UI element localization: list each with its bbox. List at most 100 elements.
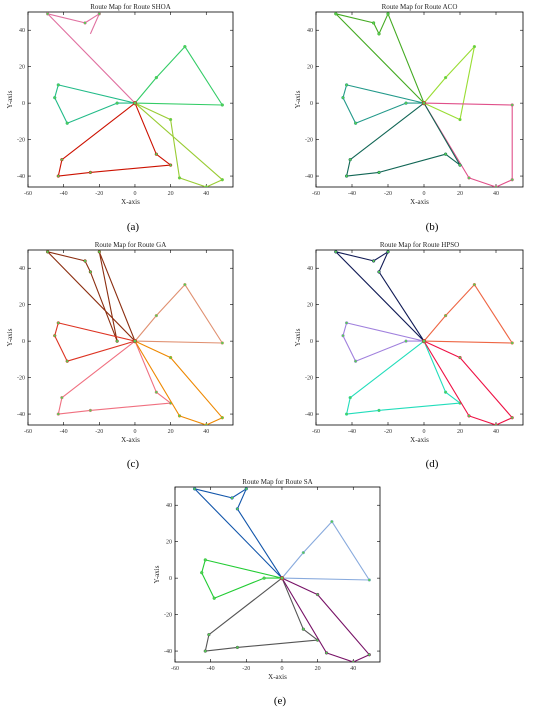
x-axis-label: X-axis xyxy=(268,673,287,681)
panel-label: (b) xyxy=(426,221,439,233)
route-point xyxy=(467,176,471,180)
x-tick-label: -20 xyxy=(384,429,392,435)
route-point xyxy=(154,390,158,394)
route-point xyxy=(458,163,462,167)
x-tick-label: 20 xyxy=(168,429,174,435)
depot-point xyxy=(132,339,138,344)
route-line-5 xyxy=(281,577,370,662)
route-point xyxy=(348,158,352,162)
route-point xyxy=(330,519,334,524)
route-point xyxy=(88,270,93,274)
plot-frame xyxy=(315,11,524,188)
y-tick-label: 0 xyxy=(169,576,172,582)
route-point xyxy=(45,12,50,16)
route-point xyxy=(88,170,93,175)
route-point xyxy=(344,174,349,178)
route-line-5 xyxy=(134,340,223,425)
y-tick-label: 0 xyxy=(22,339,25,345)
route-point xyxy=(443,152,448,156)
route-point xyxy=(56,321,60,325)
route-point xyxy=(60,158,64,162)
route-point xyxy=(262,576,266,580)
chart-title: Route Map for Route HPSO xyxy=(380,241,459,249)
y-tick-label: 40 xyxy=(307,28,313,34)
x-tick-label: 40 xyxy=(203,191,209,197)
y-tick-label: -40 xyxy=(17,174,25,180)
route-point xyxy=(154,313,158,318)
y-tick-label: 0 xyxy=(310,339,313,345)
route-line-3 xyxy=(54,84,136,124)
route-point xyxy=(220,341,224,345)
route-point xyxy=(168,163,173,167)
route-line-1 xyxy=(194,488,283,579)
route-point xyxy=(97,250,101,254)
route-point xyxy=(230,496,234,500)
x-tick-label: -60 xyxy=(312,429,320,435)
y-tick-label: -20 xyxy=(164,613,172,619)
y-tick-label: 40 xyxy=(166,503,172,509)
route-point xyxy=(168,355,173,360)
y-tick-label: -20 xyxy=(17,376,25,382)
chart-panel-1: -60 -40 -20 0 20 40 -40 -20 0 20 40 Route Map for R… xyxy=(6,3,234,206)
route-point xyxy=(404,339,408,343)
x-tick-label: 0 xyxy=(423,191,426,197)
plot-frame xyxy=(174,486,381,663)
plot-area xyxy=(192,487,371,662)
x-tick-label: 0 xyxy=(133,191,136,197)
x-tick-label: 0 xyxy=(133,429,136,435)
x-tick-label: 20 xyxy=(457,429,463,435)
route-point xyxy=(315,592,320,597)
x-tick-label: 20 xyxy=(457,191,463,197)
y-tick-label: 0 xyxy=(22,101,25,107)
chart-panel-2: -60 -40 -20 0 20 40 -40 -20 0 20 40 Route Map for R… xyxy=(294,3,524,206)
x-tick-label: 40 xyxy=(350,666,356,672)
x-tick-label: -40 xyxy=(348,191,356,197)
chart-title: Route Map for Route ACO xyxy=(382,3,458,11)
route-point xyxy=(192,487,197,491)
chart-title: Route Map for Route SHOA xyxy=(90,3,171,11)
route-line-5 xyxy=(134,102,223,187)
y-axis-label: Y-axis xyxy=(294,328,302,346)
route-point xyxy=(204,185,208,187)
route-point xyxy=(168,117,173,122)
route-point xyxy=(334,250,338,254)
y-tick-label: 0 xyxy=(310,101,313,107)
route-point xyxy=(235,507,240,511)
x-tick-label: -20 xyxy=(95,429,103,435)
route-point xyxy=(83,259,87,263)
route-point xyxy=(204,423,208,425)
route-point xyxy=(367,653,371,657)
y-tick-label: 20 xyxy=(19,65,25,71)
route-point xyxy=(351,660,355,662)
panel-label: (e) xyxy=(274,695,287,707)
x-tick-label: 20 xyxy=(168,191,174,197)
route-point xyxy=(324,651,329,655)
route-point xyxy=(154,152,158,156)
y-tick-label: 20 xyxy=(307,65,313,71)
plot-area xyxy=(45,12,224,187)
route-point xyxy=(371,259,376,263)
route-point xyxy=(494,423,498,425)
y-tick-label: -20 xyxy=(305,138,313,144)
route-point xyxy=(83,21,87,25)
panel-label: (c) xyxy=(127,458,140,470)
route-point xyxy=(467,414,471,418)
route-line-1 xyxy=(335,13,425,104)
x-tick-label: -20 xyxy=(95,191,103,197)
route-point xyxy=(220,103,224,107)
x-tick-label: 40 xyxy=(493,429,499,435)
route-point xyxy=(115,101,119,105)
y-tick-label: 20 xyxy=(19,303,25,309)
route-point xyxy=(386,250,390,254)
route-point xyxy=(353,359,358,363)
route-point xyxy=(443,75,448,80)
x-tick-label: -20 xyxy=(242,666,250,672)
route-point xyxy=(301,627,305,631)
x-tick-label: -20 xyxy=(384,191,392,197)
route-point xyxy=(458,355,462,360)
x-tick-label: -60 xyxy=(24,429,32,435)
route-point xyxy=(404,101,408,105)
x-tick-label: 40 xyxy=(203,429,209,435)
route-point xyxy=(244,487,248,491)
